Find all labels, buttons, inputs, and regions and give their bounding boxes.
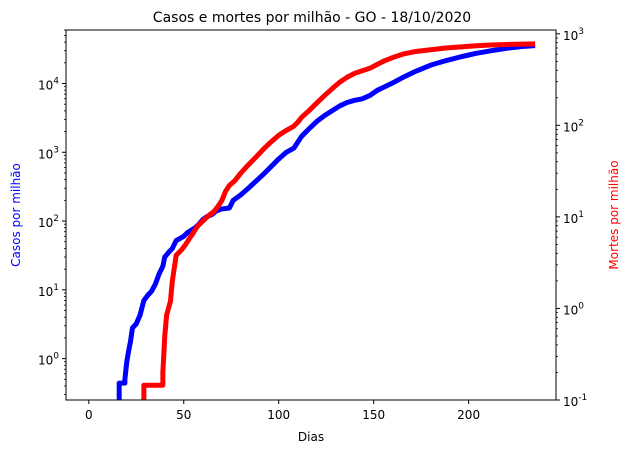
deaths-series-line — [141, 41, 536, 400]
y-axis-left: 100 101 102 103 104 — [38, 29, 66, 395]
x-tick-label: 150 — [362, 408, 385, 422]
y-right-tick-label: 102 — [563, 118, 584, 134]
plot-area — [65, 29, 557, 401]
x-tick-label: 100 — [267, 408, 290, 422]
plot-frame — [65, 29, 557, 401]
y-left-tick-label: 102 — [38, 214, 59, 230]
y-right-tick-label: 101 — [563, 210, 584, 226]
y-axis-right: 10-1 100 101 102 103 — [556, 27, 587, 409]
y-left-tick-label: 103 — [38, 145, 59, 161]
y-right-tick-label: 100 — [563, 301, 584, 317]
cases-series-line — [116, 43, 536, 400]
y-left-tick-label: 104 — [38, 77, 59, 93]
y-left-tick-label: 101 — [38, 283, 59, 299]
y-axis-right-label: Mortes por milhão — [607, 160, 621, 269]
x-tick-label: 50 — [176, 408, 191, 422]
y-left-tick-label: 100 — [38, 352, 59, 368]
y-right-tick-label: 103 — [563, 27, 584, 43]
x-tick-label: 0 — [85, 408, 93, 422]
x-tick-label: 200 — [457, 408, 480, 422]
series-layer — [116, 41, 536, 400]
x-axis-label: Dias — [298, 430, 324, 444]
y-right-tick-label: 10-1 — [563, 393, 587, 409]
x-axis: 0 50 100 150 200 — [85, 400, 480, 422]
plot-background — [66, 30, 556, 400]
chart-title: Casos e mortes por milhão - GO - 18/10/2… — [153, 10, 471, 26]
y-axis-left-label: Casos por milhão — [9, 163, 23, 267]
